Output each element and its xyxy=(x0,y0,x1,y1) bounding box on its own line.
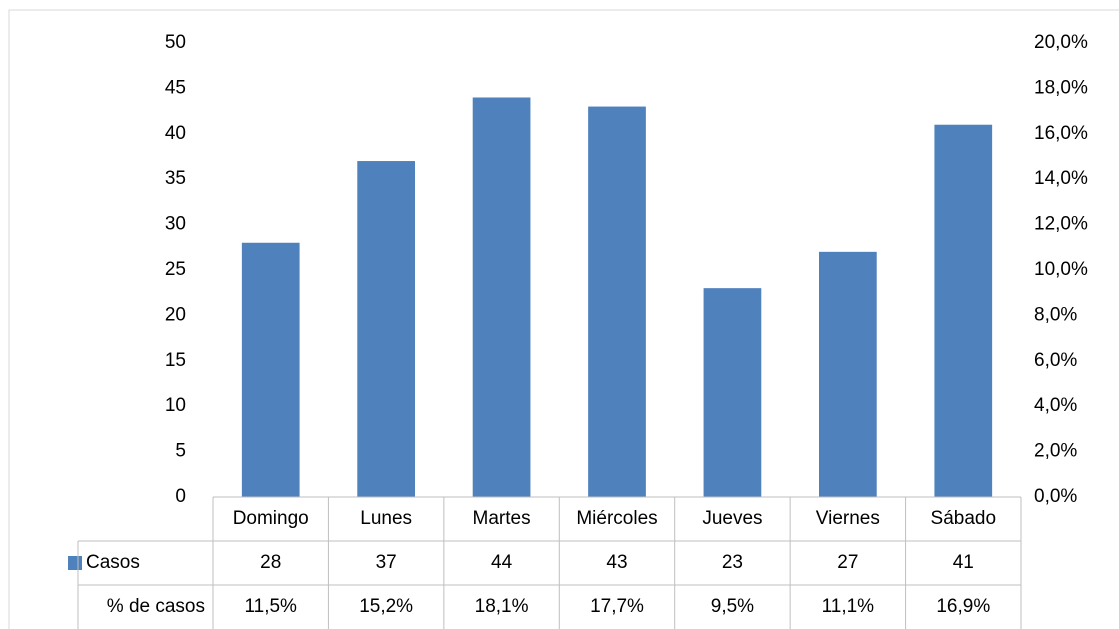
bar xyxy=(588,106,646,497)
y2-tick-label: 20,0% xyxy=(1034,32,1088,53)
y-tick-label: 15 xyxy=(165,350,186,371)
y-tick-label: 0 xyxy=(175,486,186,507)
y-tick-label: 30 xyxy=(165,214,186,235)
table-cell: 18,1% xyxy=(475,596,529,617)
y2-tick-label: 4,0% xyxy=(1034,395,1077,416)
y-tick-label: 45 xyxy=(165,77,186,98)
x-tick-label: Martes xyxy=(473,508,531,529)
chart-frame xyxy=(8,9,1119,629)
y-tick-label: 35 xyxy=(165,168,186,189)
table-cell: 15,2% xyxy=(359,596,413,617)
y-tick-label: 10 xyxy=(165,395,186,416)
x-tick-label: Domingo xyxy=(233,508,309,529)
table-cell: 28 xyxy=(260,552,281,573)
x-tick-label: Sábado xyxy=(931,508,997,529)
table-cell: 16,9% xyxy=(936,596,990,617)
y2-tick-label: 10,0% xyxy=(1034,259,1088,280)
bar xyxy=(934,124,993,497)
x-tick-label: Lunes xyxy=(360,508,412,529)
table-cell: 27 xyxy=(837,552,858,573)
table-cell: 9,5% xyxy=(711,596,754,617)
x-tick-label: Jueves xyxy=(702,508,762,529)
table-cell: 11,1% xyxy=(822,596,875,617)
y2-tick-label: 8,0% xyxy=(1034,304,1077,325)
bar xyxy=(703,288,762,497)
y2-tick-label: 12,0% xyxy=(1034,214,1088,235)
y2-tick-label: 14,0% xyxy=(1034,168,1088,189)
y2-tick-label: 18,0% xyxy=(1034,77,1088,98)
y-tick-label: 50 xyxy=(165,32,186,53)
table-cell: 17,7% xyxy=(590,596,644,617)
x-tick-label: Viernes xyxy=(816,508,880,529)
table-cell: 41 xyxy=(953,552,974,573)
y-tick-label: 20 xyxy=(165,304,186,325)
y2-tick-label: 6,0% xyxy=(1034,350,1077,371)
y-tick-label: 25 xyxy=(165,259,186,280)
table-cell: 11,5% xyxy=(244,596,297,617)
legend-label: Casos xyxy=(86,552,140,573)
bar xyxy=(241,242,300,497)
row-label: % de casos xyxy=(107,596,205,617)
table-cell: 23 xyxy=(722,552,743,573)
y-tick-label: 40 xyxy=(165,123,186,144)
y-tick-label: 5 xyxy=(175,441,186,462)
y2-tick-label: 16,0% xyxy=(1034,123,1088,144)
table-cell: 44 xyxy=(491,552,513,573)
bar xyxy=(819,251,877,497)
y2-tick-label: 2,0% xyxy=(1034,441,1077,462)
table-cell: 43 xyxy=(606,552,627,573)
y2-tick-label: 0,0% xyxy=(1034,486,1077,507)
bar xyxy=(357,161,415,498)
x-tick-label: Miércoles xyxy=(576,508,657,529)
table-cell: 37 xyxy=(376,552,397,573)
legend-key xyxy=(68,556,82,570)
bar xyxy=(472,97,531,497)
